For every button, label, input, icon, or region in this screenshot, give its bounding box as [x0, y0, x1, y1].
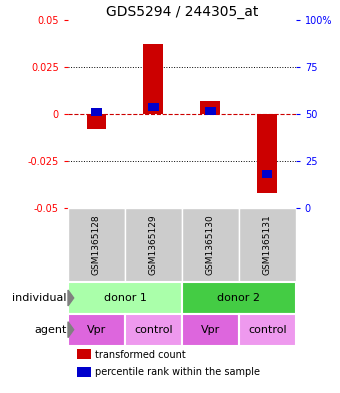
Bar: [125, 314, 182, 345]
Text: GSM1365128: GSM1365128: [92, 215, 101, 275]
Bar: [77, 349, 91, 359]
Bar: [143, 44, 164, 114]
Text: GSM1365129: GSM1365129: [149, 215, 158, 275]
Text: Vpr: Vpr: [201, 325, 220, 335]
Text: donor 1: donor 1: [103, 293, 147, 303]
Bar: [91, 108, 102, 116]
Text: control: control: [134, 325, 173, 335]
Text: agent: agent: [34, 325, 67, 335]
Bar: [257, 114, 277, 193]
Bar: [68, 282, 182, 314]
Bar: [205, 107, 216, 115]
Bar: [239, 208, 296, 282]
Text: percentile rank within the sample: percentile rank within the sample: [95, 367, 260, 377]
Title: GDS5294 / 244305_at: GDS5294 / 244305_at: [106, 5, 258, 18]
Polygon shape: [68, 290, 74, 306]
Bar: [182, 314, 239, 345]
Bar: [262, 170, 272, 178]
Text: control: control: [248, 325, 287, 335]
Bar: [148, 103, 158, 111]
Bar: [68, 314, 125, 345]
Bar: [77, 367, 91, 377]
Text: Vpr: Vpr: [87, 325, 106, 335]
Text: GSM1365130: GSM1365130: [206, 215, 215, 275]
Bar: [182, 282, 296, 314]
Bar: [86, 114, 106, 129]
Bar: [239, 314, 296, 345]
Text: individual: individual: [12, 293, 67, 303]
Polygon shape: [68, 322, 74, 338]
Bar: [200, 101, 220, 114]
Bar: [182, 208, 239, 282]
Text: GSM1365131: GSM1365131: [263, 215, 272, 275]
Text: donor 2: donor 2: [217, 293, 260, 303]
Bar: [68, 208, 125, 282]
Text: transformed count: transformed count: [95, 350, 186, 360]
Bar: [125, 208, 182, 282]
